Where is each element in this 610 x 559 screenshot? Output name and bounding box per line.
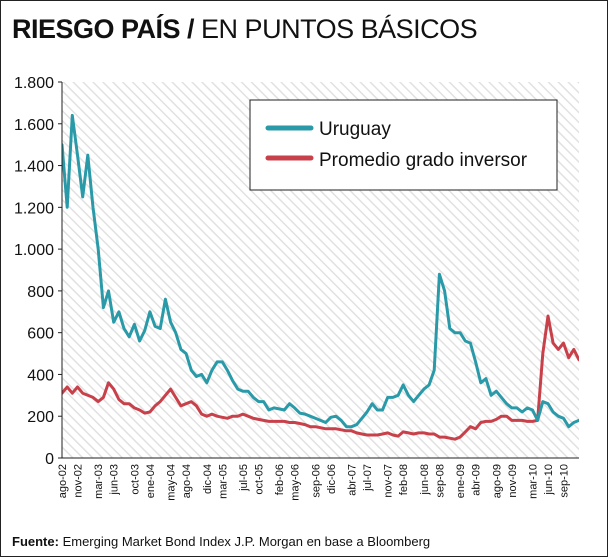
legend-label-uruguay: Uruguay <box>319 119 391 140</box>
x-tick-label: jul-07 <box>362 464 374 492</box>
x-tick-label: oct-05 <box>253 464 265 495</box>
source-label: Fuente: <box>12 534 59 549</box>
x-tick-label: ago-04 <box>181 464 193 498</box>
x-tick-label: jun-08 <box>419 464 431 496</box>
x-tick-label: sep-10 <box>558 464 570 498</box>
x-tick-label: mar-05 <box>217 464 229 499</box>
x-tick-label: mar-03 <box>93 464 105 499</box>
x-tick-label: dic-06 <box>326 464 338 494</box>
x-tick-label: jul-05 <box>238 464 250 492</box>
legend-label-promedio: Promedio grado inversor <box>319 150 528 171</box>
series-line-promedio <box>62 314 579 441</box>
legend: Uruguay Promedio grado inversor <box>249 99 558 191</box>
x-tick-label: may-04 <box>166 464 178 501</box>
y-tick-label: 400 <box>27 367 54 384</box>
legend-box <box>249 99 558 191</box>
y-tick-label: 1.400 <box>14 159 54 176</box>
series-line-uruguay <box>62 113 579 429</box>
x-tick-label: abr-09 <box>471 464 483 496</box>
source-text: Emerging Market Bond Index J.P. Morgan e… <box>58 534 431 549</box>
x-tick-label: nov-09 <box>507 464 519 498</box>
title-rest: EN PUNTOS BÁSICOS <box>194 14 478 44</box>
x-tick-label: feb-08 <box>398 464 410 495</box>
x-tick-label: feb-06 <box>274 464 286 495</box>
x-tick-label: ene-09 <box>455 464 467 498</box>
y-tick-label: 1.800 <box>14 75 54 92</box>
x-tick-label: jun-10 <box>543 464 555 496</box>
x-tick-label: ago-02 <box>57 464 69 498</box>
x-tick-label: nov-02 <box>73 464 85 498</box>
y-axis: 0 200 400 600 800 1.000 1.200 1.400 1.600 1.800 <box>14 75 62 468</box>
x-tick-label: ago-09 <box>491 464 503 498</box>
title-bold: RIESGO PAÍS / <box>12 14 195 44</box>
y-tick-label: 1.000 <box>14 242 54 259</box>
x-tick-label: nov-07 <box>383 464 395 498</box>
y-tick-label: 1.200 <box>14 200 54 217</box>
series-lines <box>62 113 579 441</box>
x-tick-label: sep-08 <box>434 464 446 498</box>
x-axis: ago-02 nov-02 mar-03 jun-03 oct-03 ene-04 may-… <box>0 458 570 501</box>
y-tick-label: 0 <box>45 451 54 468</box>
source-note: Fuente: Emerging Market Bond Index J.P. … <box>12 534 430 549</box>
x-tick-label: mar-10 <box>527 464 539 499</box>
x-tick-label: may-06 <box>290 464 302 501</box>
y-tick-label: 200 <box>27 409 54 426</box>
x-tick-label: abr-07 <box>347 464 359 496</box>
x-tick-label: ene-04 <box>145 464 157 498</box>
chart-title: RIESGO PAÍS / EN PUNTOS BÁSICOS <box>12 14 478 45</box>
x-tick-label: oct-03 <box>129 464 141 495</box>
y-tick-label: 600 <box>27 326 54 343</box>
x-tick-label: jun-03 <box>109 464 121 496</box>
y-tick-label: 1.600 <box>14 117 54 134</box>
x-tick-label: dic-04 <box>202 464 214 494</box>
y-tick-label: 800 <box>27 284 54 301</box>
x-tick-label: sep-06 <box>310 464 322 498</box>
